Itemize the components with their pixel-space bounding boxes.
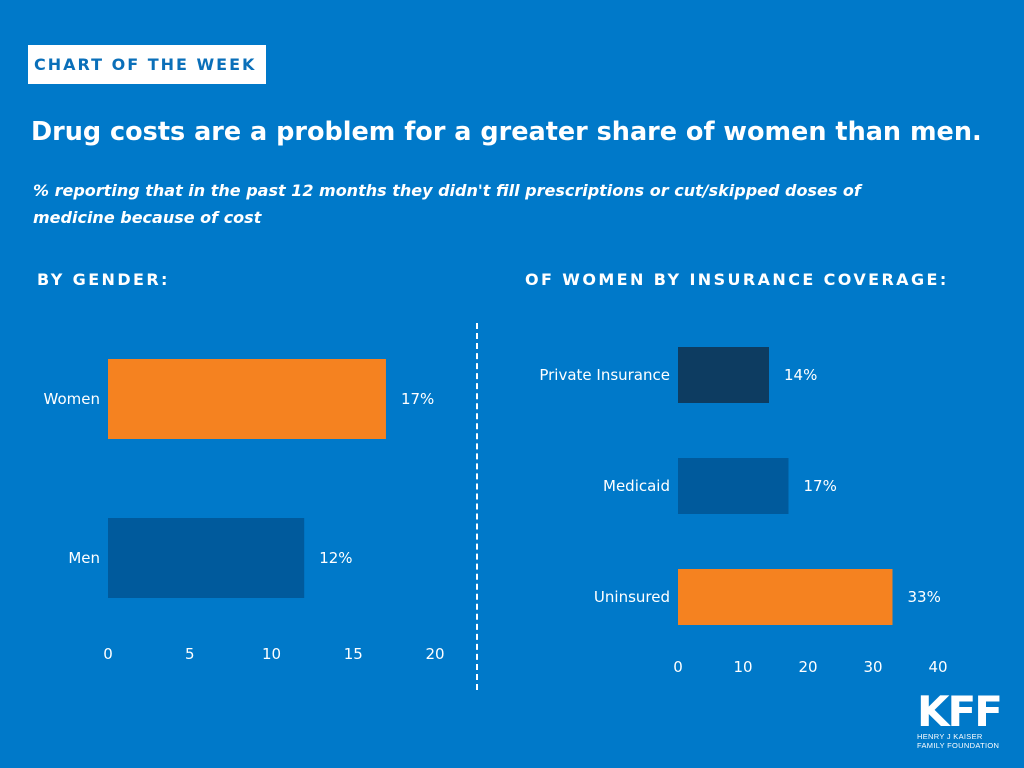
insurance-section-label: OF WOMEN BY INSURANCE COVERAGE:: [525, 270, 949, 289]
gender-tick-label-1: 5: [185, 645, 195, 663]
gender-tick-label-0: 0: [103, 645, 113, 663]
insurance-bar-0: [678, 347, 769, 403]
insurance-tick-label-2: 20: [798, 658, 817, 676]
insurance-value-label-1: 17%: [804, 477, 837, 495]
logo-mark: KFF: [917, 687, 1003, 736]
insurance-bar-chart: Private Insurance 14% Medicaid 17% Uninsured…: [539, 347, 948, 676]
insurance-value-label-0: 14%: [784, 366, 817, 384]
insurance-tick-label-3: 30: [863, 658, 882, 676]
panel-divider: [476, 323, 478, 690]
gender-tick-label-2: 10: [262, 645, 281, 663]
gender-tick-label-3: 15: [344, 645, 363, 663]
insurance-tick-label-4: 40: [928, 658, 947, 676]
insurance-bar-1: [678, 458, 789, 514]
insurance-category-label-0: Private Insurance: [539, 366, 670, 384]
kff-logo: KFF HENRY J KAISER FAMILY FOUNDATION: [917, 687, 1007, 751]
gender-category-label-1: Men: [68, 549, 100, 567]
gender-value-label-1: 12%: [319, 549, 352, 567]
insurance-category-label-1: Medicaid: [603, 477, 670, 495]
gender-tick-label-4: 20: [425, 645, 444, 663]
insurance-tick-label-0: 0: [673, 658, 683, 676]
gender-bar-chart: Women 17% Men 12% 0 5 10 15 20: [44, 359, 445, 663]
logo-line-1: HENRY J KAISER: [917, 732, 983, 741]
gender-bar-0: [108, 359, 386, 439]
chart-of-the-week-badge: CHART OF THE WEEK: [28, 45, 267, 84]
gender-value-label-0: 17%: [401, 390, 434, 408]
gender-bar-1: [108, 518, 305, 598]
chart-subtitle: % reporting that in the past 12 months t…: [33, 181, 861, 227]
insurance-category-label-2: Uninsured: [594, 588, 670, 606]
insurance-bar-2: [678, 569, 893, 625]
insurance-value-label-2: 33%: [908, 588, 941, 606]
gender-section-label: BY GENDER:: [37, 270, 170, 289]
insurance-tick-label-1: 10: [733, 658, 752, 676]
gender-category-label-0: Women: [44, 390, 100, 408]
chart-title: Drug costs are a problem for a greater s…: [31, 117, 982, 147]
logo-line-2: FAMILY FOUNDATION: [917, 741, 1000, 750]
